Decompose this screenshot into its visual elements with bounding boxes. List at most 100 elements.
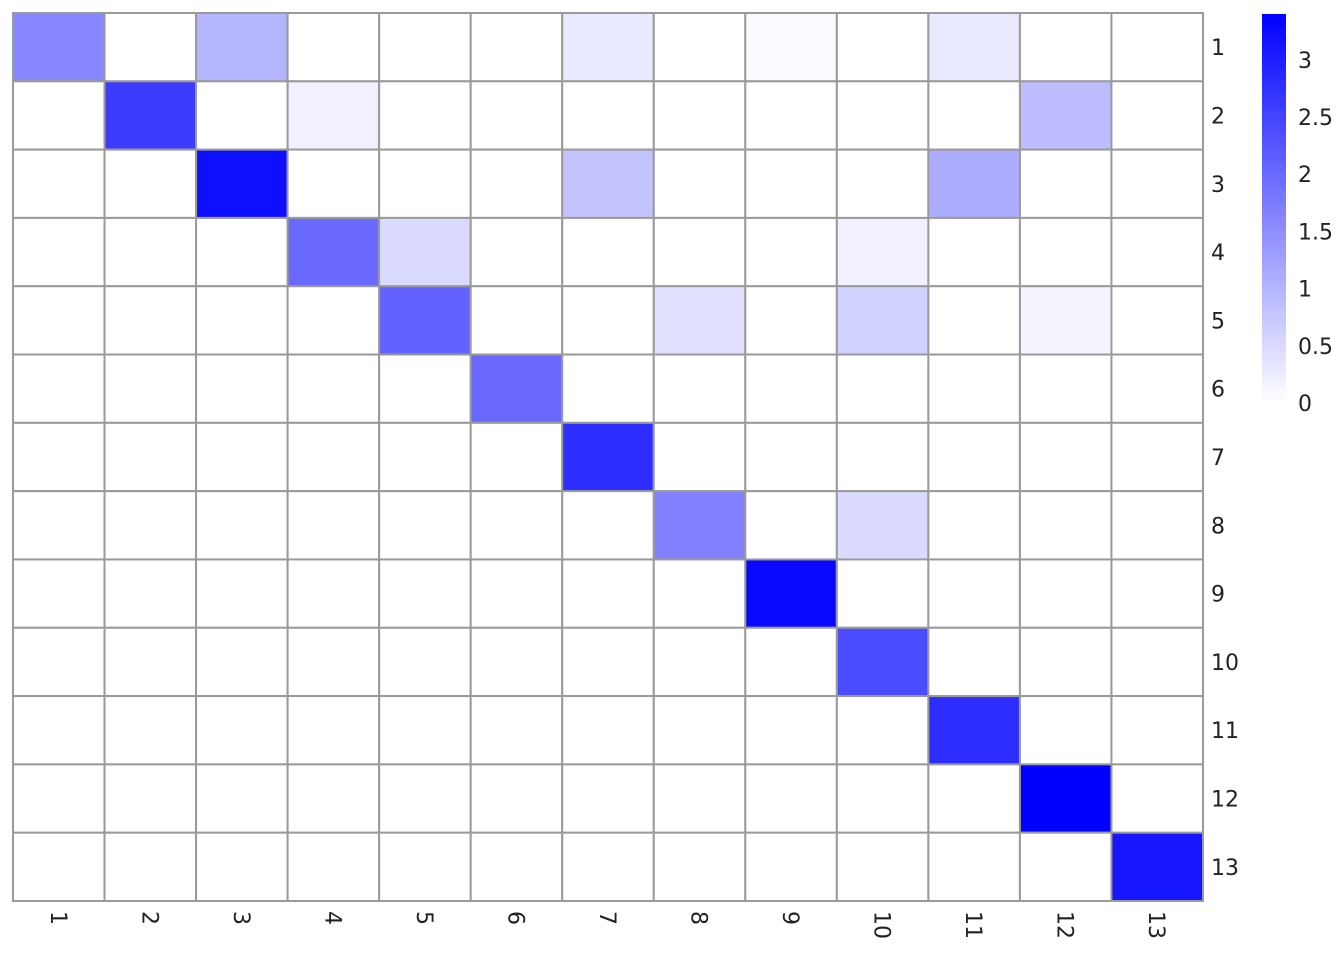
heatmap-cell-r2-c4 <box>288 81 380 149</box>
heatmap-cell-r1-c6 <box>471 13 563 81</box>
heatmap-cell-r12-c5 <box>379 764 471 832</box>
heatmap-cell-r4-c6 <box>471 218 563 286</box>
heatmap-cell-r1-c1 <box>13 13 105 81</box>
heatmap-cell-r9-c4 <box>288 559 380 627</box>
row-tick-label: 3 <box>1211 173 1225 198</box>
heatmap-cell-r6-c11 <box>928 355 1020 423</box>
heatmap-cell-r4-c8 <box>654 218 746 286</box>
heatmap-cell-r9-c10 <box>837 559 929 627</box>
heatmap-cell-r7-c8 <box>654 423 746 491</box>
colorbar-tick-label: 1.5 <box>1298 220 1333 245</box>
heatmap-cell-r8-c1 <box>13 491 105 559</box>
heatmap-cell-r12-c1 <box>13 764 105 832</box>
heatmap-cell-r12-c4 <box>288 764 380 832</box>
column-tick-label: 1 <box>45 911 70 925</box>
heatmap-cell-r3-c11 <box>928 150 1020 218</box>
column-tick-label: 3 <box>228 911 253 925</box>
heatmap-cell-r2-c1 <box>13 81 105 149</box>
column-tick-label: 5 <box>411 911 436 925</box>
heatmap-cell-r3-c9 <box>745 150 837 218</box>
heatmap-cell-r5-c2 <box>105 286 197 354</box>
heatmap-cell-r1-c13 <box>1111 13 1203 81</box>
heatmap-cell-r12-c7 <box>562 764 654 832</box>
heatmap-cell-r11-c6 <box>471 696 563 764</box>
heatmap-cell-r5-c1 <box>13 286 105 354</box>
heatmap-cell-r13-c2 <box>105 833 197 901</box>
heatmap-cell-r5-c11 <box>928 286 1020 354</box>
heatmap-cell-r9-c2 <box>105 559 197 627</box>
row-tick-label: 6 <box>1211 378 1225 403</box>
heatmap-cell-r2-c2 <box>105 81 197 149</box>
heatmap-cell-r8-c5 <box>379 491 471 559</box>
heatmap-cell-r10-c3 <box>196 628 288 696</box>
heatmap-cell-r1-c2 <box>105 13 197 81</box>
heatmap-cell-r12-c8 <box>654 764 746 832</box>
heatmap-cell-r10-c6 <box>471 628 563 696</box>
heatmap-cell-r9-c1 <box>13 559 105 627</box>
heatmap-cell-r12-c12 <box>1020 764 1112 832</box>
heatmap-cell-r3-c12 <box>1020 150 1112 218</box>
heatmap-cell-r11-c1 <box>13 696 105 764</box>
heatmap-cell-r3-c4 <box>288 150 380 218</box>
heatmap-cell-r11-c9 <box>745 696 837 764</box>
heatmap-cell-r8-c10 <box>837 491 929 559</box>
heatmap-cell-r6-c9 <box>745 355 837 423</box>
heatmap-cell-r8-c4 <box>288 491 380 559</box>
heatmap-cell-r12-c2 <box>105 764 197 832</box>
heatmap-cell-r8-c8 <box>654 491 746 559</box>
heatmap-cell-r3-c10 <box>837 150 929 218</box>
heatmap-cell-r2-c5 <box>379 81 471 149</box>
heatmap-cell-r8-c3 <box>196 491 288 559</box>
heatmap-cell-r7-c4 <box>288 423 380 491</box>
heatmap-cell-r4-c4 <box>288 218 380 286</box>
column-tick-label: 7 <box>594 911 619 925</box>
heatmap-cell-r11-c11 <box>928 696 1020 764</box>
heatmap-cell-r5-c13 <box>1111 286 1203 354</box>
heatmap-cell-r9-c5 <box>379 559 471 627</box>
heatmap-cell-r10-c8 <box>654 628 746 696</box>
heatmap-cell-r6-c1 <box>13 355 105 423</box>
heatmap-cell-r6-c3 <box>196 355 288 423</box>
heatmap-cell-r7-c3 <box>196 423 288 491</box>
heatmap-cell-r12-c13 <box>1111 764 1203 832</box>
heatmap-cell-r7-c2 <box>105 423 197 491</box>
heatmap-cell-r1-c11 <box>928 13 1020 81</box>
heatmap-cell-r9-c3 <box>196 559 288 627</box>
column-tick-label: 10 <box>869 911 894 939</box>
heatmap-cell-r4-c9 <box>745 218 837 286</box>
heatmap-cell-r12-c3 <box>196 764 288 832</box>
heatmap-cell-r1-c5 <box>379 13 471 81</box>
heatmap-cell-r11-c4 <box>288 696 380 764</box>
row-tick-label: 9 <box>1211 583 1225 608</box>
heatmap-cell-r13-c9 <box>745 833 837 901</box>
heatmap-cell-r6-c7 <box>562 355 654 423</box>
column-tick-label: 6 <box>502 911 527 925</box>
heatmap-cell-r5-c10 <box>837 286 929 354</box>
heatmap-cell-r13-c7 <box>562 833 654 901</box>
heatmap-cell-r1-c3 <box>196 13 288 81</box>
heatmap-cell-r12-c10 <box>837 764 929 832</box>
heatmap-cell-r1-c12 <box>1020 13 1112 81</box>
heatmap-cell-r5-c9 <box>745 286 837 354</box>
heatmap-cell-r11-c7 <box>562 696 654 764</box>
heatmap-cell-r13-c13 <box>1111 833 1203 901</box>
heatmap-cell-r4-c5 <box>379 218 471 286</box>
column-tick-label: 9 <box>777 911 802 925</box>
heatmap-cell-r6-c6 <box>471 355 563 423</box>
heatmap-cell-r8-c13 <box>1111 491 1203 559</box>
colorbar-tick-label: 2.5 <box>1298 106 1333 131</box>
heatmap-cell-r2-c13 <box>1111 81 1203 149</box>
column-tick-label: 11 <box>960 911 985 939</box>
heatmap-cell-r6-c13 <box>1111 355 1203 423</box>
colorbar-gradient <box>1262 14 1286 403</box>
heatmap-cell-r6-c4 <box>288 355 380 423</box>
heatmap-cell-r13-c4 <box>288 833 380 901</box>
heatmap-cell-r11-c2 <box>105 696 197 764</box>
heatmap-cell-r9-c12 <box>1020 559 1112 627</box>
row-tick-label: 2 <box>1211 104 1225 129</box>
heatmap-cell-r7-c13 <box>1111 423 1203 491</box>
heatmap-cell-r6-c12 <box>1020 355 1112 423</box>
heatmap-cell-r1-c8 <box>654 13 746 81</box>
heatmap-cell-r1-c4 <box>288 13 380 81</box>
